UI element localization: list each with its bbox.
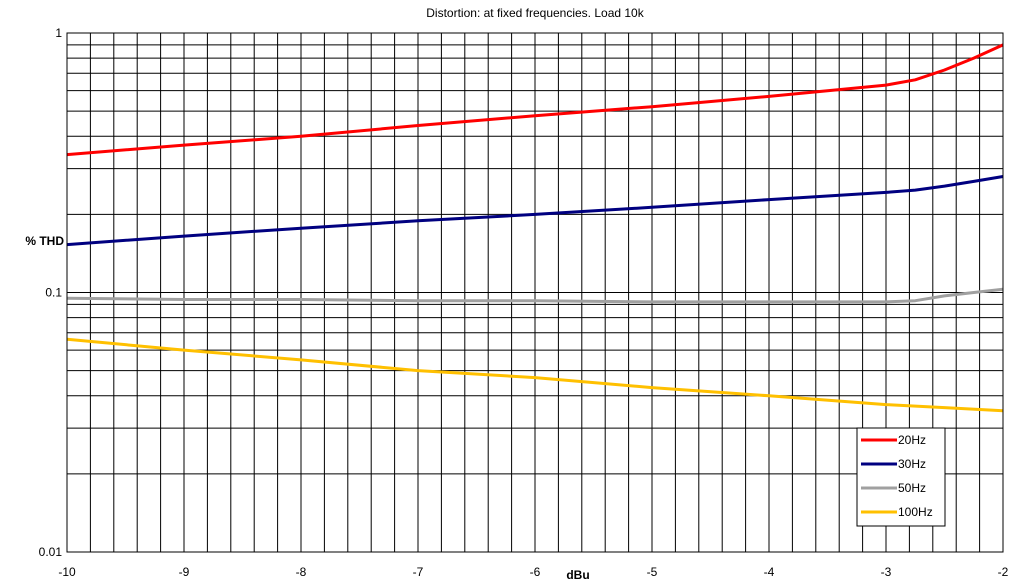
x-tick-label: -9 [179, 565, 190, 579]
legend-label: 30Hz [898, 457, 926, 471]
x-tick-label: -8 [296, 565, 307, 579]
plot-series [66, 43, 1004, 413]
chart-title: Distortion: at fixed frequencies. Load 1… [426, 6, 644, 20]
y-tick-label: 0.01 [39, 545, 63, 559]
y-tick-label: 1 [55, 26, 62, 40]
legend-label: 100Hz [898, 505, 933, 519]
y-axis-label: % THD [25, 234, 64, 248]
plot-frame [66, 32, 1004, 553]
x-axis-label: dBu [566, 568, 589, 582]
series-line-30Hz [66, 175, 1004, 247]
x-tick-label: -2 [998, 565, 1009, 579]
y-axis-ticks: 0.01 0.1 1 [39, 26, 63, 559]
series-line-50Hz [66, 287, 1004, 304]
y-tick-label: 0.1 [45, 286, 62, 300]
x-tick-label: -5 [647, 565, 658, 579]
x-tick-label: -10 [58, 565, 76, 579]
legend: 20Hz 30Hz 50Hz 100Hz [856, 427, 946, 527]
legend-box [856, 427, 946, 527]
series-line-20Hz [66, 43, 1004, 157]
x-tick-label: -3 [881, 565, 892, 579]
legend-label: 20Hz [898, 433, 926, 447]
x-tick-label: -7 [413, 565, 424, 579]
x-axis-ticks: -10 -9 -8 -7 -6 -5 -4 -3 -2 [58, 565, 1008, 579]
legend-label: 50Hz [898, 481, 926, 495]
x-tick-label: -4 [764, 565, 775, 579]
series-line-100Hz [66, 337, 1004, 413]
x-tick-label: -6 [530, 565, 541, 579]
